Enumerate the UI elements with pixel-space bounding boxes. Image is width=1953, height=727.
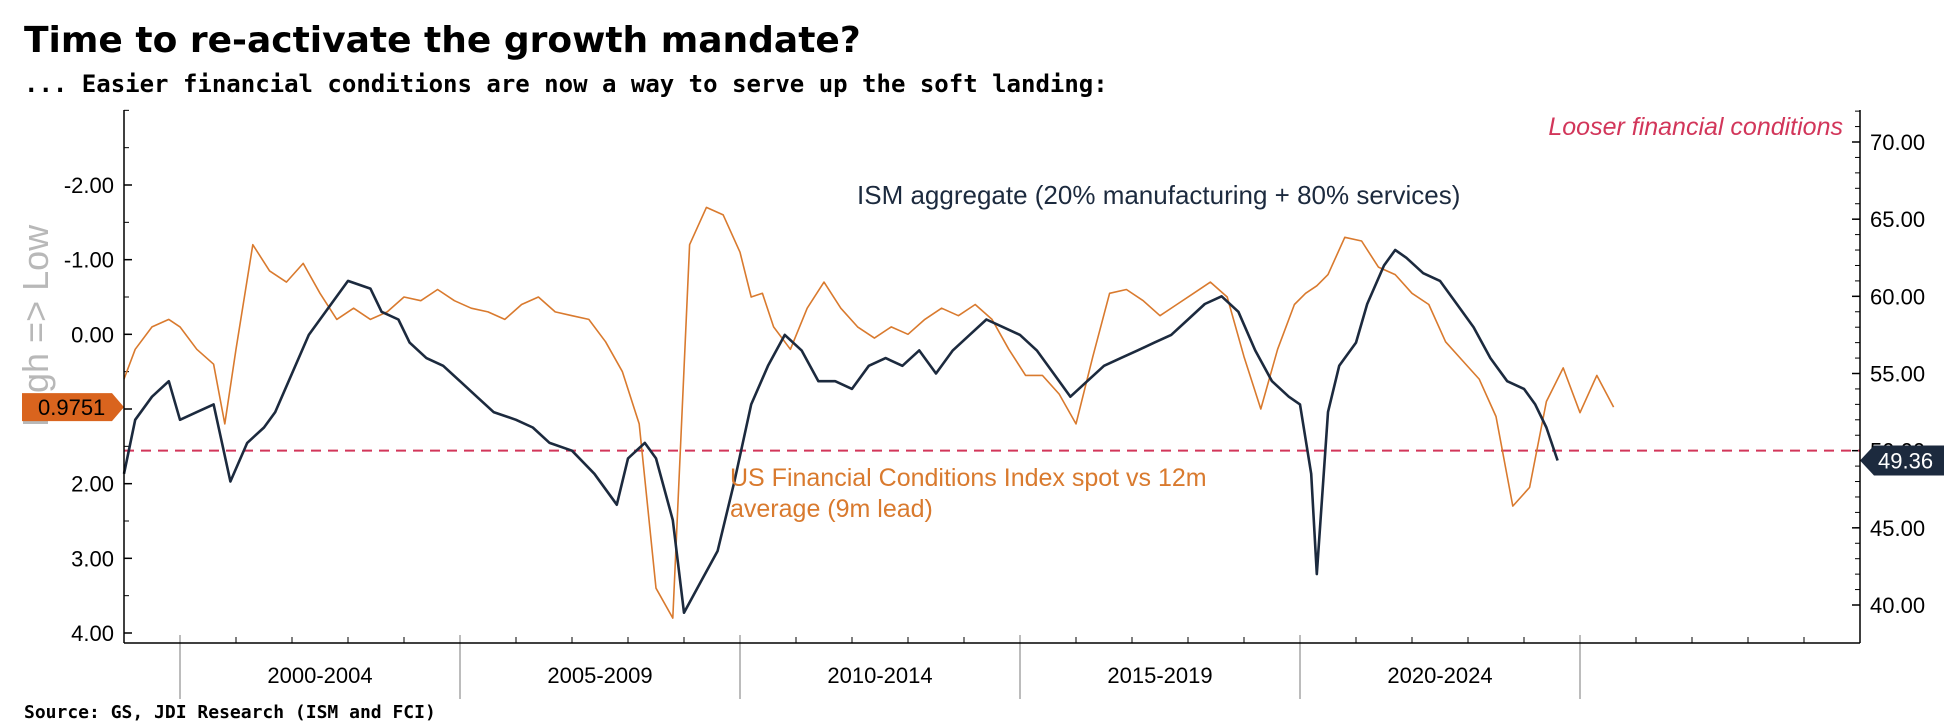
left-tick-label: 0.00	[71, 322, 114, 347]
fci-last-value-badge: 0.9751	[22, 393, 124, 422]
right-tick-label: 60.00	[1870, 284, 1925, 309]
right-tick-label: 40.00	[1870, 593, 1925, 618]
right-tick-label: 55.00	[1870, 362, 1925, 387]
right-tick-label: 45.00	[1870, 516, 1925, 541]
x-period-label: 2005-2009	[547, 663, 652, 688]
right-tick-label: 65.00	[1870, 207, 1925, 232]
looser-conditions-annotation: Looser financial conditions	[1548, 113, 1843, 141]
x-period-label: 2020-2024	[1387, 663, 1492, 688]
x-period-label: 2015-2019	[1107, 663, 1212, 688]
left-tick-label: 3.00	[71, 546, 114, 571]
source-note: Source: GS, JDI Research (ISM and FCI)	[24, 702, 436, 723]
fci-series-label-line1: US Financial Conditions Index spot vs 12…	[730, 464, 1207, 492]
fci-last-value: 0.9751	[38, 395, 105, 420]
left-tick-label: -2.00	[64, 173, 114, 198]
ism-series-label: ISM aggregate (20% manufacturing + 80% s…	[857, 180, 1460, 210]
x-period-label: 2000-2004	[267, 663, 372, 688]
left-tick-label: 2.00	[71, 472, 114, 497]
chart-subtitle: ... Easier financial conditions are now …	[24, 70, 1108, 98]
left-tick-label: 4.00	[71, 621, 114, 646]
chart-title: Time to re-activate the growth mandate?	[24, 20, 861, 61]
ism-last-value: 49.36	[1878, 449, 1933, 474]
ism-series-line	[122, 248, 1559, 614]
x-period-label: 2010-2014	[827, 663, 932, 688]
right-tick-label: 70.00	[1870, 130, 1925, 155]
fci-series-label-line2: average (9m lead)	[730, 495, 933, 523]
fci-series-line	[123, 206, 1615, 619]
left-tick-label: -1.00	[64, 248, 114, 273]
ism-last-value-badge: 49.36	[1860, 445, 1944, 476]
